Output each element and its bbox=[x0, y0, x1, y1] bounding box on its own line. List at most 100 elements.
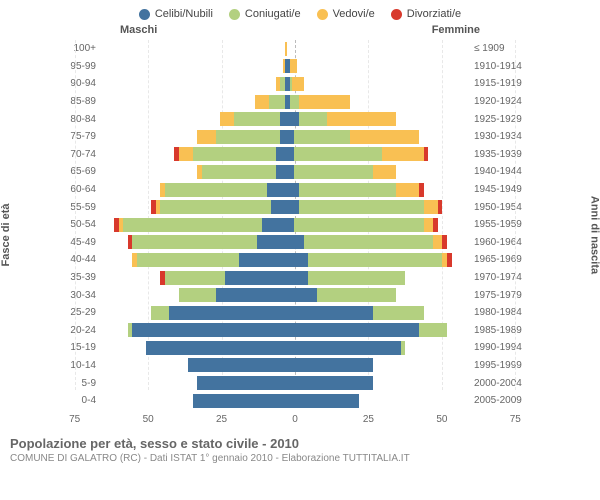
seg-c bbox=[285, 218, 294, 232]
seg-co bbox=[294, 147, 382, 161]
bar-male bbox=[100, 165, 285, 179]
seg-co bbox=[299, 183, 396, 197]
birth-label: 2000-2004 bbox=[470, 378, 530, 389]
bar-female bbox=[285, 341, 470, 355]
legend-label: Celibi/Nubili bbox=[155, 8, 213, 20]
bar-male bbox=[100, 42, 285, 56]
bar-area bbox=[100, 112, 470, 126]
bar-male bbox=[100, 253, 285, 267]
legend-swatch bbox=[391, 9, 402, 20]
bar-female bbox=[285, 200, 470, 214]
table-row: 15-191990-1994 bbox=[60, 339, 530, 357]
bar-female bbox=[285, 288, 470, 302]
table-row: 100+≤ 1909 bbox=[60, 40, 530, 58]
legend-item: Coniugati/e bbox=[229, 8, 301, 20]
seg-co bbox=[179, 288, 216, 302]
birth-label: 1995-1999 bbox=[470, 360, 530, 371]
bar-female bbox=[285, 253, 470, 267]
seg-c bbox=[225, 271, 285, 285]
seg-d bbox=[424, 147, 429, 161]
legend-swatch bbox=[139, 9, 150, 20]
table-row: 75-79 1930-1934 bbox=[60, 128, 530, 146]
seg-c bbox=[285, 288, 317, 302]
seg-co bbox=[299, 200, 424, 214]
bar-female bbox=[285, 112, 470, 126]
bar-male bbox=[100, 112, 285, 126]
age-label: 20-24 bbox=[60, 325, 100, 336]
birth-label: 1990-1994 bbox=[470, 342, 530, 353]
seg-d bbox=[438, 200, 443, 214]
seg-c bbox=[285, 306, 373, 320]
bar-female bbox=[285, 394, 470, 408]
bar-male bbox=[100, 200, 285, 214]
seg-c bbox=[285, 271, 308, 285]
birth-label: 1920-1924 bbox=[470, 96, 530, 107]
age-label: 90-94 bbox=[60, 78, 100, 89]
seg-v bbox=[292, 77, 304, 91]
bar-area bbox=[100, 200, 470, 214]
bar-female bbox=[285, 42, 470, 56]
table-row: 70-741935-1939 bbox=[60, 146, 530, 164]
birth-label: 1955-1959 bbox=[470, 219, 530, 230]
seg-v bbox=[255, 95, 269, 109]
seg-c bbox=[285, 253, 308, 267]
seg-co bbox=[373, 306, 424, 320]
seg-co bbox=[290, 95, 299, 109]
bar-female bbox=[285, 235, 470, 249]
bar-area bbox=[100, 288, 470, 302]
age-label: 35-39 bbox=[60, 272, 100, 283]
bar-male bbox=[100, 323, 285, 337]
bar-area bbox=[100, 271, 470, 285]
bar-male bbox=[100, 235, 285, 249]
age-label: 100+ bbox=[60, 43, 100, 54]
birth-label: 1980-1984 bbox=[470, 307, 530, 318]
bar-female bbox=[285, 130, 470, 144]
bar-area bbox=[100, 165, 470, 179]
table-row: 55-591950-1954 bbox=[60, 198, 530, 216]
seg-c bbox=[285, 112, 299, 126]
table-row: 85-891920-1924 bbox=[60, 93, 530, 111]
seg-v bbox=[382, 147, 424, 161]
table-row: 45-491960-1964 bbox=[60, 234, 530, 252]
age-label: 25-29 bbox=[60, 307, 100, 318]
seg-co bbox=[216, 130, 281, 144]
age-label: 65-69 bbox=[60, 166, 100, 177]
seg-c bbox=[276, 165, 285, 179]
birth-label: 1975-1979 bbox=[470, 290, 530, 301]
table-row: 30-341975-1979 bbox=[60, 286, 530, 304]
seg-c bbox=[216, 288, 285, 302]
x-tick: 75 bbox=[69, 414, 80, 425]
seg-c bbox=[146, 341, 285, 355]
seg-d bbox=[433, 218, 438, 232]
x-tick: 50 bbox=[436, 414, 447, 425]
seg-c bbox=[285, 165, 294, 179]
bar-female bbox=[285, 306, 470, 320]
bar-female bbox=[285, 77, 470, 91]
legend-label: Vedovi/e bbox=[333, 8, 375, 20]
seg-co bbox=[401, 341, 406, 355]
age-label: 75-79 bbox=[60, 131, 100, 142]
bar-area bbox=[100, 253, 470, 267]
seg-co bbox=[160, 200, 271, 214]
age-label: 0-4 bbox=[60, 395, 100, 406]
bar-female bbox=[285, 271, 470, 285]
birth-label: 2005-2009 bbox=[470, 395, 530, 406]
bar-area bbox=[100, 323, 470, 337]
table-row: 50-541955-1959 bbox=[60, 216, 530, 234]
seg-co bbox=[234, 112, 280, 126]
gender-headers: Maschi Femmine bbox=[0, 24, 600, 40]
table-row: 40-441965-1969 bbox=[60, 251, 530, 269]
bar-female bbox=[285, 358, 470, 372]
x-tick: 25 bbox=[363, 414, 374, 425]
bar-area bbox=[100, 376, 470, 390]
age-label: 5-9 bbox=[60, 378, 100, 389]
seg-co bbox=[419, 323, 447, 337]
seg-co bbox=[193, 147, 276, 161]
x-tick: 25 bbox=[216, 414, 227, 425]
bar-female bbox=[285, 376, 470, 390]
seg-c bbox=[285, 235, 304, 249]
birth-label: 1930-1934 bbox=[470, 131, 530, 142]
seg-co bbox=[151, 306, 170, 320]
seg-co bbox=[123, 218, 262, 232]
table-row: 5-9 2000-2004 bbox=[60, 374, 530, 392]
